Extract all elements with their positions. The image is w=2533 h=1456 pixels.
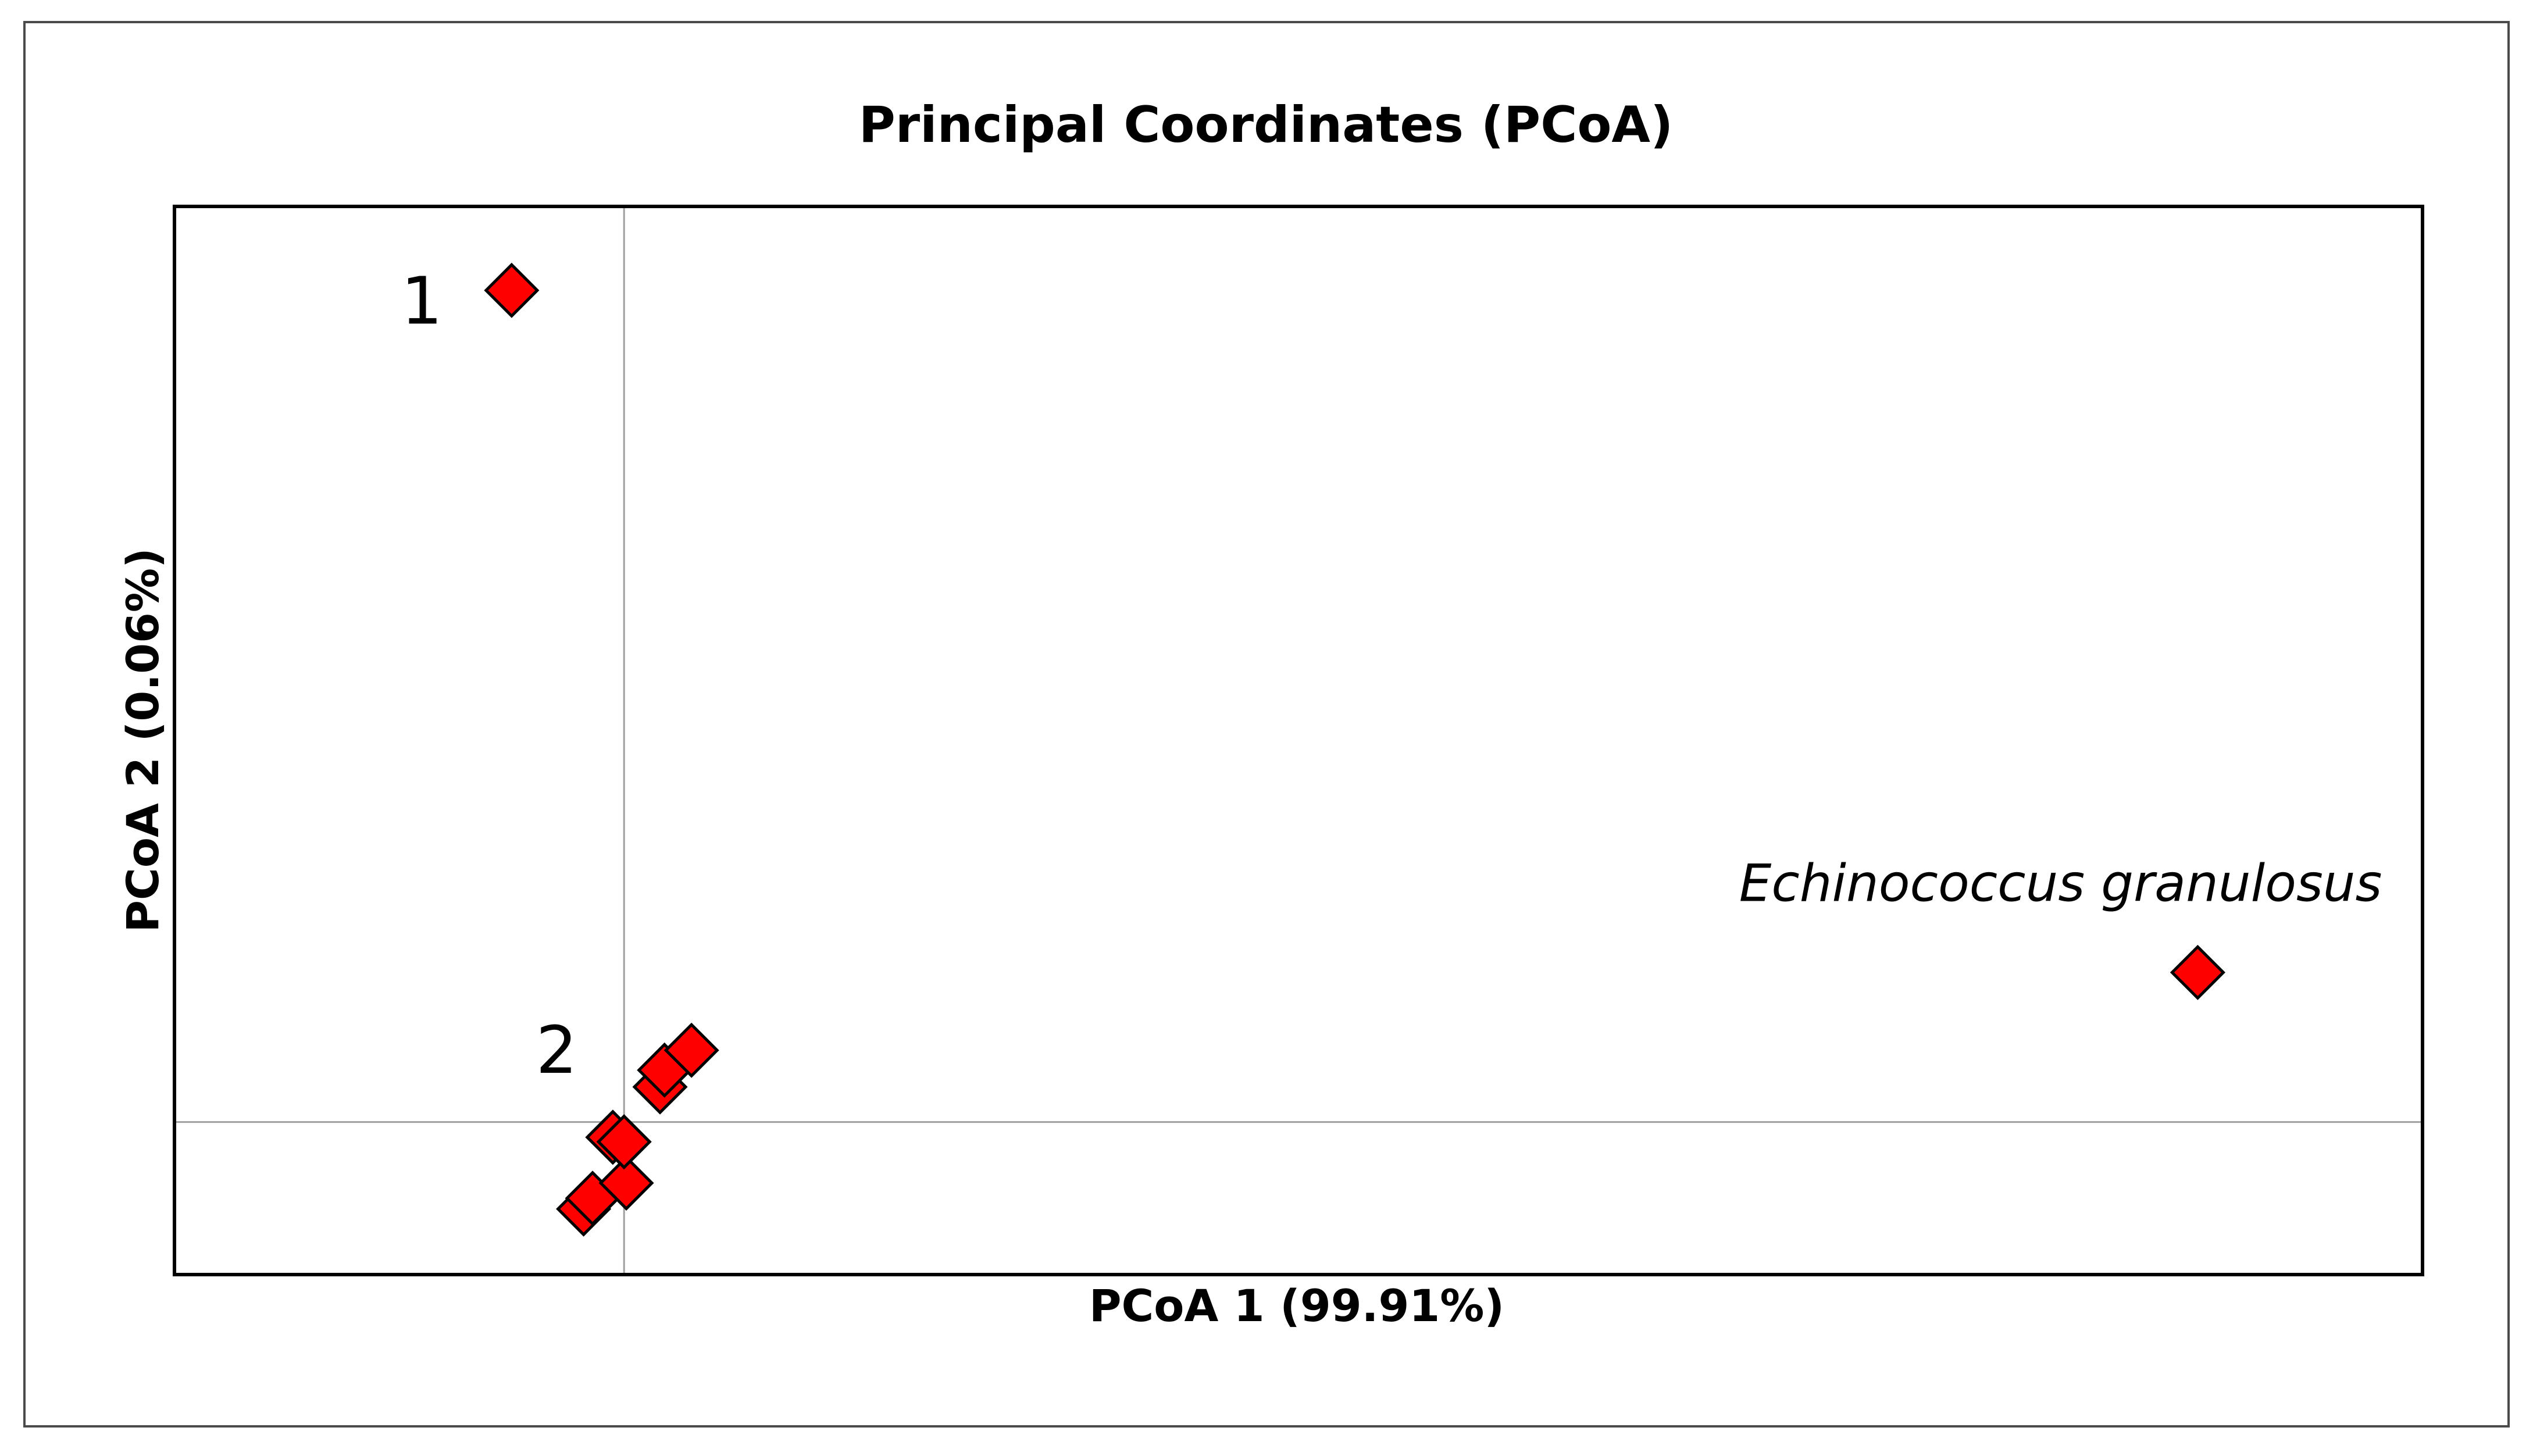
data-point-4 bbox=[598, 1155, 654, 1211]
plot-area: 1 2 Echinococcus granulosus bbox=[173, 205, 2424, 1276]
chart-title: Principal Coordinates (PCoA) bbox=[859, 96, 1674, 154]
data-point-6 bbox=[596, 1114, 652, 1170]
data-point-10 bbox=[2170, 944, 2225, 1000]
point-annotations: 1 2 Echinococcus granulosus bbox=[401, 263, 2382, 1089]
figure-frame bbox=[23, 21, 2510, 1428]
x-axis-label: PCoA 1 (99.91%) bbox=[1089, 1280, 1504, 1332]
y-axis-label: PCoA 2 (0.06%) bbox=[117, 548, 169, 932]
point-annotation-1: 1 bbox=[401, 263, 443, 339]
data-points bbox=[484, 262, 2225, 1237]
data-point-9 bbox=[663, 1022, 719, 1078]
axes-box bbox=[173, 205, 2424, 1276]
point-annotation-3: Echinococcus granulosus bbox=[1739, 853, 2382, 913]
data-point-1 bbox=[484, 262, 540, 318]
point-annotation-2: 2 bbox=[536, 1013, 577, 1089]
